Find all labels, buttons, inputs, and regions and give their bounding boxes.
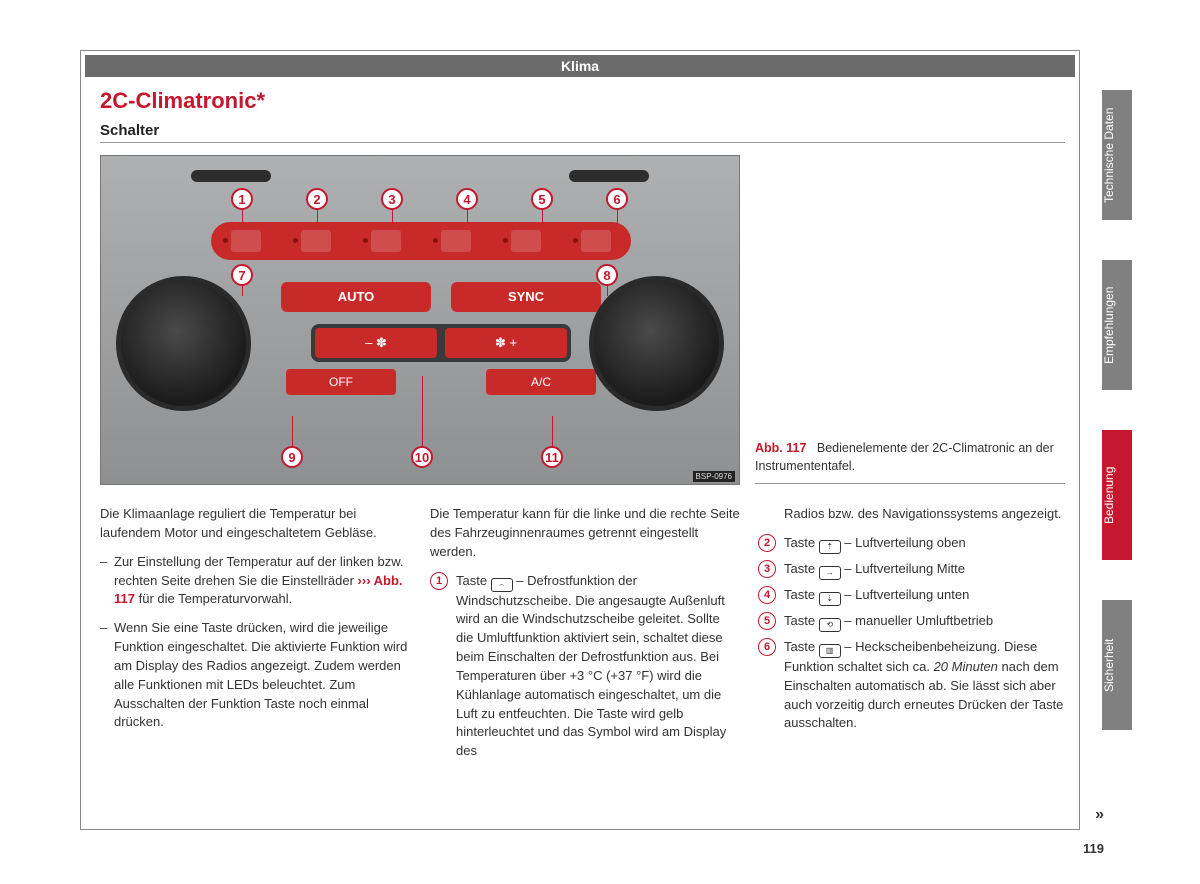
callout-line (392, 210, 393, 224)
callout-9: 9 (281, 446, 303, 468)
air-mid-icon (371, 230, 401, 252)
page-number: 119 (1083, 841, 1104, 856)
circled-num: 4 (758, 586, 776, 604)
defrost-front-icon: ⌢ (491, 578, 513, 592)
callout-4: 4 (456, 188, 478, 210)
callout-11: 11 (541, 446, 563, 468)
circled-1: 1 (430, 572, 448, 590)
col1-bullet-1: Zur Einstellung der Temperatur auf der l… (100, 553, 410, 610)
tab-sicherheit[interactable]: Sicherheit (1102, 600, 1132, 730)
col3-item-5: 5Taste ⟲ – manueller Umluftbetrieb (758, 612, 1068, 632)
callout-10: 10 (411, 446, 433, 468)
temp-dial-left (116, 276, 251, 411)
col3-list: 2Taste ⇡ – Luftverteilung oben 3Taste → … (758, 534, 1068, 733)
figure-id-label: BSP-0976 (693, 471, 735, 482)
rear-defrost-icon (581, 230, 611, 252)
caption-ref: Abb. 117 (755, 441, 806, 455)
callout-line (607, 286, 608, 296)
air-mode-strip (211, 222, 631, 260)
callout-line (467, 210, 468, 224)
callout-5: 5 (531, 188, 553, 210)
air-mid-icon: → (819, 566, 841, 580)
air-up-icon: ⇡ (819, 540, 841, 554)
circled-num: 2 (758, 534, 776, 552)
callout-line (542, 210, 543, 224)
col3-p1: Radios bzw. des Navigationssystems angez… (758, 505, 1068, 524)
fan-bar: – ✽ ✽ + (311, 324, 571, 362)
circled-num: 6 (758, 638, 776, 656)
body-column-1: Die Klimaanlage reguliert die Temperatur… (100, 505, 410, 742)
recirc-icon (511, 230, 541, 252)
caption-text (810, 441, 817, 455)
callout-7: 7 (231, 264, 253, 286)
callout-3: 3 (381, 188, 403, 210)
rear-defrost-icon: ▥ (819, 644, 841, 658)
tab-empfehlungen[interactable]: Empfehlungen (1102, 260, 1132, 390)
callout-line (242, 210, 243, 224)
col3-item-3: 3Taste → – Luftverteilung Mitte (758, 560, 1068, 580)
col3-item-2: 2Taste ⇡ – Luftverteilung oben (758, 534, 1068, 554)
circled-num: 3 (758, 560, 776, 578)
col3-item-6: 6Taste ▥ – Heckscheibenbeheizung. Diese … (758, 638, 1068, 733)
callout-1: 1 (231, 188, 253, 210)
col1-p1: Die Klimaanlage reguliert die Temperatur… (100, 505, 410, 543)
body-column-3: Radios bzw. des Navigationssystems angez… (758, 505, 1068, 739)
figure-caption: Abb. 117 Bedienelemente der 2C-Climatron… (755, 440, 1065, 484)
callout-line (422, 376, 423, 446)
climatronic-figure: 1 2 3 4 5 6 7 8 AUTO SYNC – ✽ ✽ + OFF A/… (100, 155, 740, 485)
air-down-icon (441, 230, 471, 252)
callout-2: 2 (306, 188, 328, 210)
continuation-marker: » (1095, 806, 1104, 824)
temp-dial-right (589, 276, 724, 411)
vent-slot-left (191, 170, 271, 182)
auto-button: AUTO (281, 282, 431, 312)
air-up-icon (301, 230, 331, 252)
defrost-icon (231, 230, 261, 252)
fan-minus-button: – ✽ (315, 328, 437, 358)
callout-line (552, 416, 553, 446)
callout-8: 8 (596, 264, 618, 286)
section-title: 2C-Climatronic* (100, 88, 265, 114)
callout-line (317, 210, 318, 224)
subsection-title: Schalter (100, 122, 159, 139)
tab-bedienung[interactable]: Bedienung (1102, 430, 1132, 560)
col2-p1: Die Temperatur kann für die linke und di… (430, 505, 740, 562)
body-column-2: Die Temperatur kann für die linke und di… (430, 505, 740, 767)
circled-num: 5 (758, 612, 776, 630)
air-down-icon: ⇣ (819, 592, 841, 606)
col3-item-4: 4Taste ⇣ – Luftverteilung unten (758, 586, 1068, 606)
callout-line (292, 416, 293, 446)
col2-item-1: 1 Taste ⌢ – Defrostfunktion der Windschu… (430, 572, 740, 762)
recirc-icon: ⟲ (819, 618, 841, 632)
callout-line (617, 210, 618, 224)
vent-slot-right (569, 170, 649, 182)
callout-line (242, 286, 243, 296)
tab-technische-daten[interactable]: Technische Daten (1102, 90, 1132, 220)
callout-6: 6 (606, 188, 628, 210)
fan-plus-button: ✽ + (445, 328, 567, 358)
ac-button: A/C (486, 369, 596, 395)
sync-button: SYNC (451, 282, 601, 312)
header-bar: Klima (85, 55, 1075, 77)
off-button: OFF (286, 369, 396, 395)
subsection-rule (100, 142, 1065, 143)
col1-bullet-2: Wenn Sie eine Taste drücken, wird die je… (100, 619, 410, 732)
